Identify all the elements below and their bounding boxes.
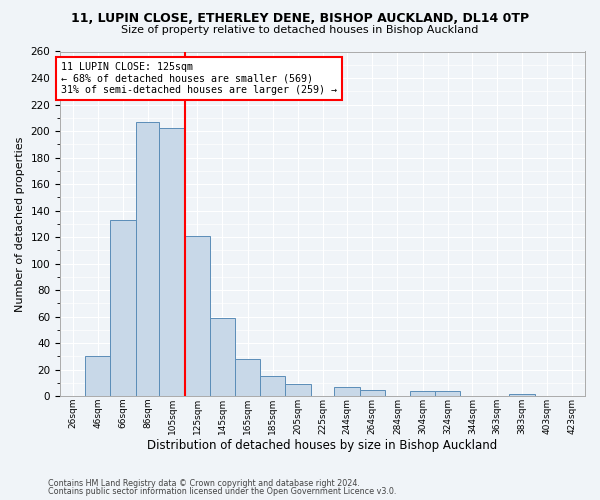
Bar (260, 376, 286, 396)
Bar (435, 391, 460, 396)
Bar (110, 220, 136, 396)
Bar (410, 391, 435, 396)
X-axis label: Distribution of detached houses by size in Bishop Auckland: Distribution of detached houses by size … (148, 440, 497, 452)
Bar (286, 384, 311, 396)
Text: Contains public sector information licensed under the Open Government Licence v3: Contains public sector information licen… (48, 487, 397, 496)
Bar (509, 394, 535, 396)
Text: 11 LUPIN CLOSE: 125sqm
← 68% of detached houses are smaller (569)
31% of semi-de: 11 LUPIN CLOSE: 125sqm ← 68% of detached… (61, 62, 337, 96)
Bar (160, 128, 185, 396)
Bar (85, 356, 110, 396)
Bar (359, 390, 385, 396)
Bar (185, 236, 210, 396)
Bar (334, 387, 359, 396)
Y-axis label: Number of detached properties: Number of detached properties (15, 136, 25, 312)
Bar (210, 318, 235, 396)
Text: 11, LUPIN CLOSE, ETHERLEY DENE, BISHOP AUCKLAND, DL14 0TP: 11, LUPIN CLOSE, ETHERLEY DENE, BISHOP A… (71, 12, 529, 24)
Text: Size of property relative to detached houses in Bishop Auckland: Size of property relative to detached ho… (121, 25, 479, 35)
Text: Contains HM Land Registry data © Crown copyright and database right 2024.: Contains HM Land Registry data © Crown c… (48, 478, 360, 488)
Bar (235, 359, 260, 396)
Bar (136, 122, 160, 396)
